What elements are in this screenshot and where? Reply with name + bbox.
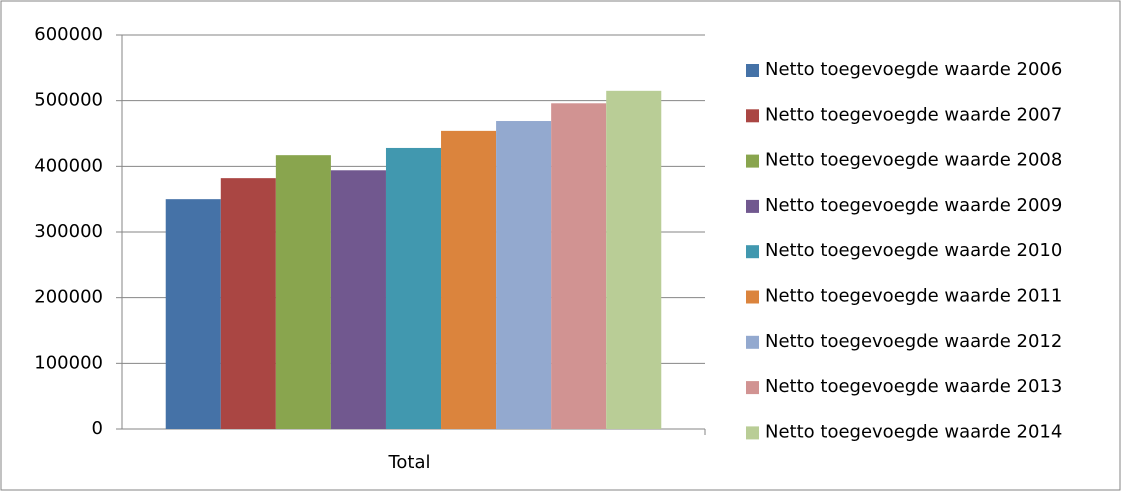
- legend-swatch: [746, 290, 759, 304]
- bar: [441, 130, 497, 429]
- bar: [330, 170, 386, 430]
- y-tick-label: 600000: [34, 24, 103, 45]
- bar: [385, 147, 442, 430]
- legend-label: Netto toegevoegde waarde 2013: [765, 376, 1062, 397]
- bar: [551, 103, 607, 429]
- y-tick-label: 300000: [34, 221, 103, 242]
- y-tick-label: 0: [92, 418, 103, 439]
- legend-label: Netto toegevoegde waarde 2011: [765, 286, 1062, 307]
- bar: [496, 121, 552, 430]
- bar: [606, 90, 662, 430]
- y-tick-label: 200000: [34, 287, 103, 308]
- bar: [275, 155, 331, 430]
- y-tick-label: 500000: [34, 90, 103, 111]
- legend-label: Netto toegevoegde waarde 2010: [765, 240, 1062, 261]
- legend-swatch: [746, 426, 759, 440]
- legend-swatch: [746, 381, 759, 395]
- legend-swatch: [746, 154, 759, 168]
- legend-label: Netto toegevoegde waarde 2006: [765, 59, 1062, 80]
- legend-label: Netto toegevoegde waarde 2007: [765, 104, 1062, 125]
- legend-swatch: [746, 335, 759, 349]
- bar: [165, 199, 221, 429]
- legend-swatch: [746, 245, 759, 259]
- bar: [220, 178, 276, 429]
- legend-label: Netto toegevoegde waarde 2008: [765, 150, 1062, 171]
- legend-swatch: [746, 199, 759, 213]
- y-tick-label: 100000: [34, 352, 103, 373]
- y-tick-label: 400000: [34, 155, 103, 176]
- x-tick-label: Total: [387, 452, 430, 473]
- legend-swatch: [746, 109, 759, 123]
- legend-swatch: [746, 64, 759, 77]
- legend-label: Netto toegevoegde waarde 2014: [765, 421, 1062, 442]
- legend-label: Netto toegevoegde waarde 2012: [765, 331, 1062, 352]
- legend-label: Netto toegevoegde waarde 2009: [765, 195, 1062, 216]
